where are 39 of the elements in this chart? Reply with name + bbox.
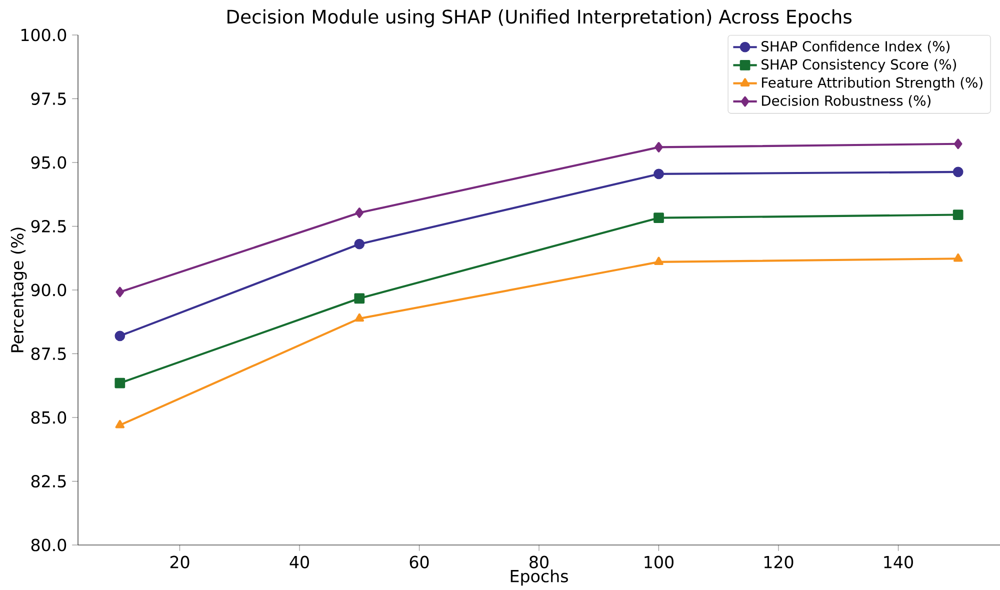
y-tick-label: 97.5 <box>31 92 66 106</box>
point <box>354 293 365 304</box>
y-tick-label: 82.5 <box>31 474 66 488</box>
legend-label: Feature Attribution Strength (%) <box>762 77 982 90</box>
x-tick-label: 60 <box>410 556 429 568</box>
point <box>354 238 365 250</box>
x-axis-title: Epochs <box>510 570 568 586</box>
y-tick-label: 85.0 <box>31 411 66 424</box>
x-tick-label: 40 <box>290 556 309 568</box>
point <box>114 330 126 342</box>
point <box>114 378 126 388</box>
legend-label: SHAP Consistency Score (%) <box>762 58 956 72</box>
x-tick-label: 100 <box>644 556 674 568</box>
chart-title: Decision Module using SHAP (Unified Interpretation) Across Epochs <box>228 9 852 28</box>
point <box>115 420 125 428</box>
point <box>953 253 963 262</box>
point <box>654 212 664 224</box>
x-tick-label: 20 <box>170 556 190 568</box>
y-tick-label: 92.5 <box>31 220 66 233</box>
legend-label: SHAP Confidence Index (%) <box>762 40 950 54</box>
y-tick-label: 100.0 <box>21 28 66 42</box>
point <box>654 168 664 180</box>
y-tick-label: 90.0 <box>31 284 66 296</box>
point <box>355 208 364 218</box>
y-axis-title: Percentage (%) <box>10 228 27 352</box>
point <box>654 142 663 152</box>
x-tick-label: 140 <box>884 556 913 568</box>
y-tick-label: 95.0 <box>31 156 66 169</box>
x-tick-label: 120 <box>764 556 794 568</box>
point <box>116 286 124 298</box>
x-tick-label: 80 <box>530 556 548 568</box>
point <box>954 138 962 150</box>
point <box>952 210 964 220</box>
y-tick-label: 87.5 <box>31 347 66 360</box>
point <box>654 256 664 266</box>
point <box>952 166 964 178</box>
point <box>354 313 364 322</box>
legend-label: Decision Robustness (%) <box>762 95 930 108</box>
y-tick-label: 80.0 <box>31 538 66 552</box>
